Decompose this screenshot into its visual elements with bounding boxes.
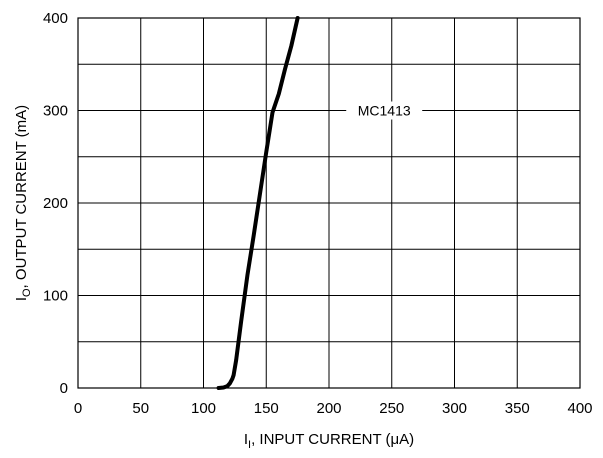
y-axis-title-rest: , OUTPUT CURRENT (mA) bbox=[13, 105, 30, 289]
x-tick-label: 100 bbox=[191, 400, 216, 417]
grid bbox=[78, 18, 580, 388]
x-axis-title-rest: , INPUT CURRENT (μA) bbox=[251, 431, 414, 448]
y-axis-title-subscript: O bbox=[21, 288, 33, 297]
y-axis-title: IO, OUTPUT CURRENT (mA) bbox=[13, 105, 33, 301]
annotation-background bbox=[346, 101, 423, 120]
plot-frame bbox=[77, 17, 581, 389]
x-tick-label: 300 bbox=[442, 400, 467, 417]
x-tick-label: 200 bbox=[316, 400, 341, 417]
series-line-mc1413 bbox=[216, 16, 300, 390]
y-tick-labels: 0 100 200 300 400 bbox=[43, 10, 68, 397]
x-tick-labels: 0 50 100 150 200 250 300 350 400 bbox=[74, 400, 593, 417]
x-tick-label: 350 bbox=[505, 400, 530, 417]
y-axis-title-main: I bbox=[13, 297, 30, 301]
x-tick-label: 400 bbox=[567, 400, 592, 417]
y-tick-label: 100 bbox=[43, 288, 68, 305]
x-tick-label: 0 bbox=[74, 400, 82, 417]
x-tick-label: 50 bbox=[132, 400, 149, 417]
y-tick-label: 400 bbox=[43, 10, 68, 27]
annotation-mc1413: MC1413 bbox=[358, 103, 411, 119]
x-axis-title: II, INPUT CURRENT (μA) bbox=[244, 431, 414, 451]
x-tick-label: 150 bbox=[254, 400, 279, 417]
x-axis-title-subscript: I bbox=[248, 439, 251, 451]
y-tick-label: 0 bbox=[60, 380, 68, 397]
y-tick-label: 300 bbox=[43, 103, 68, 120]
x-tick-label: 250 bbox=[379, 400, 404, 417]
x-axis-title-main: I bbox=[244, 431, 248, 448]
y-tick-label: 200 bbox=[43, 195, 68, 212]
